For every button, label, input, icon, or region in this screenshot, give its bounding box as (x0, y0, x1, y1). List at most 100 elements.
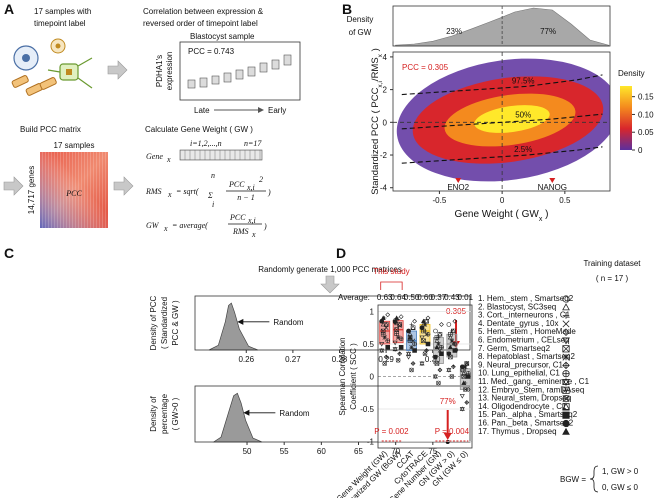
example-plot (179, 41, 301, 113)
data-point (452, 341, 458, 347)
legend-label: 7. Germ, Smartseq2 (478, 344, 551, 353)
data-point (392, 319, 398, 325)
annotation-arrow-head (237, 318, 244, 325)
data-point (379, 342, 385, 347)
data-point (439, 351, 444, 357)
data-point (421, 328, 426, 334)
data-point (461, 370, 467, 376)
data-point (398, 344, 404, 350)
x-tick-label: 70 (391, 447, 400, 456)
x-axis-title-part: ) (542, 209, 548, 220)
legend-marker (562, 295, 570, 303)
data-point (425, 315, 431, 321)
annotation: 23% (446, 27, 462, 36)
legend-marker (562, 361, 570, 370)
data-point (446, 367, 452, 373)
formula: PCC (229, 213, 246, 222)
x-tick-label: 55 (280, 447, 289, 456)
highlight-label: This study (373, 267, 409, 276)
data-point (379, 347, 385, 354)
formula: RMS (232, 227, 249, 236)
y-tick-label: -4 (380, 184, 388, 193)
data-point (409, 345, 414, 350)
average-value: 0.01 (457, 293, 473, 302)
matrix-label: 17 samples (54, 141, 95, 150)
x-tick-label: 0.27 (285, 355, 301, 364)
formula: PCC (228, 180, 245, 189)
data-point (464, 400, 470, 405)
bgw-formula: 1, GW > 0 (602, 467, 639, 476)
quantile-line (401, 146, 603, 164)
axis-label: of GW (349, 28, 372, 37)
y-tick-label: -2 (380, 151, 388, 160)
data-point (434, 361, 440, 366)
legend-marker (562, 402, 570, 411)
data-point (412, 348, 417, 353)
step-text: Build PCC matrix (20, 125, 81, 134)
legend-title: Training dataset (583, 259, 641, 268)
formula: x,i (247, 216, 256, 225)
data-point (385, 312, 391, 318)
axis-label: Density (347, 15, 374, 24)
data-point (419, 335, 425, 341)
index-label: i=1,2,...,n (190, 139, 222, 148)
data-point (465, 374, 471, 379)
data-point (398, 336, 404, 342)
data-point (459, 406, 465, 412)
legend-label: 6. Endometrium , CELseq (478, 336, 570, 345)
axis-label: expression (165, 52, 174, 91)
highlight-bracket (380, 281, 403, 290)
x-tick-label: 0.26 (238, 355, 254, 364)
data-point (462, 387, 468, 392)
axis-label: PDHA1's (155, 55, 164, 87)
axis-label: Density of (149, 395, 158, 431)
data-point (436, 380, 441, 386)
data-point (382, 361, 388, 366)
colorbar-tick-label: 0.05 (638, 128, 654, 137)
average-value: 0.43 (444, 293, 460, 302)
legend-marker (562, 386, 570, 394)
data-point (380, 315, 386, 320)
formula: x (167, 190, 172, 199)
annotation: Random (279, 409, 310, 418)
index-label: n=17 (244, 139, 262, 148)
legend-label: 9. Neural_precursor, C1 (478, 360, 563, 369)
density-area (212, 392, 263, 443)
axis-label: ( GW>0 ) (171, 397, 180, 430)
y-tick-label: 0 (383, 118, 388, 127)
data-point (410, 325, 416, 331)
data-point (383, 321, 389, 327)
legend-marker (562, 353, 570, 361)
formula: x,i (246, 183, 255, 192)
data-point (394, 315, 400, 320)
x-tick-label: 75 (428, 447, 437, 456)
y-tick-label: 0 (370, 373, 375, 382)
data-point (434, 335, 440, 340)
formula: Σ (207, 191, 213, 200)
data-point (463, 364, 468, 369)
plot-frame (194, 295, 471, 351)
legend-label: 17. Thymus , Dropseq (478, 427, 557, 436)
legend-marker (562, 370, 570, 378)
data-point (410, 361, 416, 366)
y-axis-title-part: Standardized PCC ( PCC (370, 87, 381, 194)
y-tick-label: 4 (383, 53, 388, 62)
legend-marker (562, 320, 570, 328)
data-point (461, 380, 467, 385)
data-point (397, 351, 403, 357)
data-point (448, 331, 453, 337)
bgw-formula: BGW = (560, 475, 586, 484)
average-label: Average: (338, 293, 370, 302)
data-point (447, 344, 453, 350)
data-point (379, 318, 385, 324)
axis-label: PCC & GW ) (171, 300, 180, 346)
y-axis-title-part: ) (370, 48, 381, 54)
formula: x (163, 224, 168, 233)
plot-frame (392, 51, 611, 192)
data-point (395, 335, 401, 340)
data-point (449, 374, 455, 379)
data-point (452, 348, 458, 353)
data-point (446, 351, 452, 357)
